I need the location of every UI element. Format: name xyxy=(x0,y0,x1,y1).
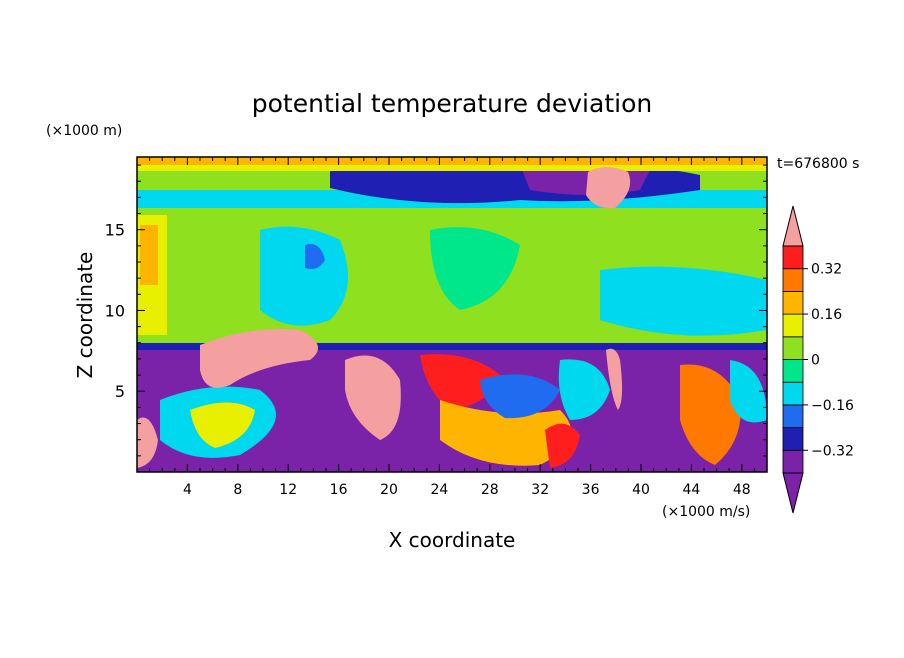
x-tick-label: 28 xyxy=(481,482,499,498)
colorbar-bin xyxy=(782,449,804,474)
colorbar: 0.32 0.16 0 −0.16 −0.32 xyxy=(782,205,854,514)
x-tick-label: 48 xyxy=(733,482,751,498)
mid-green-patch xyxy=(430,227,520,310)
lower-right-red xyxy=(680,364,741,465)
colorbar-label: 0.16 xyxy=(811,307,842,323)
lower-right-cyan xyxy=(730,360,767,423)
colorbar-bin xyxy=(782,427,804,451)
x-tick-label: 44 xyxy=(682,482,700,498)
x-tick-label: 16 xyxy=(330,482,348,498)
colorbar-over-triangle xyxy=(782,205,804,247)
x-tick-label: 4 xyxy=(183,482,192,498)
top-positive-blob xyxy=(586,167,631,209)
lower-pink-column xyxy=(606,348,623,410)
x-axis-label: X coordinate xyxy=(389,528,516,552)
colorbar-bin xyxy=(782,290,804,315)
lower-swirl-yellow-1 xyxy=(190,402,255,448)
colorbar-bin xyxy=(782,245,804,270)
colorbar-bin xyxy=(782,336,804,360)
mid-blue-patch xyxy=(305,244,325,269)
x-tick-label: 24 xyxy=(430,482,448,498)
lower-swirl-blue xyxy=(480,374,560,419)
y-tick-label: 10 xyxy=(105,301,125,320)
y-unit-label: (×1000 m) xyxy=(46,123,122,139)
colorbar-bin xyxy=(782,268,804,292)
x-tick-label: 32 xyxy=(531,482,549,498)
top-cap-2 xyxy=(137,165,767,171)
x-unit-label: (×1000 m/s) xyxy=(662,504,750,520)
colorbar-bin xyxy=(782,313,804,338)
colorbar-label: 0 xyxy=(811,353,820,369)
lower-red-filament xyxy=(545,423,580,468)
x-axis-ticks: 4 8 12 16 20 24 28 32 36 40 44 48 xyxy=(149,157,755,498)
y-axis-ticks: 5 10 15 xyxy=(105,164,767,457)
time-label: t=676800 s xyxy=(777,156,859,172)
chart-title: potential temperature deviation xyxy=(252,89,652,118)
lower-left-pink xyxy=(137,417,158,468)
lower-pink-plume xyxy=(200,329,318,388)
y-tick-label: 5 xyxy=(115,382,125,401)
colorbar-under-triangle xyxy=(782,472,804,514)
colorbar-bin xyxy=(782,381,804,406)
x-tick-label: 36 xyxy=(582,482,600,498)
x-tick-label: 20 xyxy=(380,482,398,498)
colorbar-bin xyxy=(782,359,804,383)
colorbar-label: −0.16 xyxy=(811,398,854,414)
heatmap-field xyxy=(137,157,767,472)
y-axis-label: Z coordinate xyxy=(73,252,97,379)
colorbar-label: −0.32 xyxy=(811,443,854,459)
x-tick-label: 12 xyxy=(279,482,297,498)
colorbar-bin xyxy=(782,404,804,428)
y-tick-label: 15 xyxy=(105,221,125,240)
mid-cyan-patch-1 xyxy=(260,226,348,326)
lower-pink-plume-2 xyxy=(345,355,401,440)
x-tick-label: 8 xyxy=(233,482,242,498)
lower-swirl-cyan-2 xyxy=(558,359,610,420)
mid-cyan-patch-2 xyxy=(600,266,767,336)
colorbar-label: 0.32 xyxy=(811,262,842,278)
lower-swirl-orange xyxy=(440,400,572,466)
mid-left-orange xyxy=(140,225,158,285)
x-tick-label: 40 xyxy=(632,482,650,498)
lower-swirl-red xyxy=(420,354,500,410)
tropopause-band xyxy=(137,343,767,353)
